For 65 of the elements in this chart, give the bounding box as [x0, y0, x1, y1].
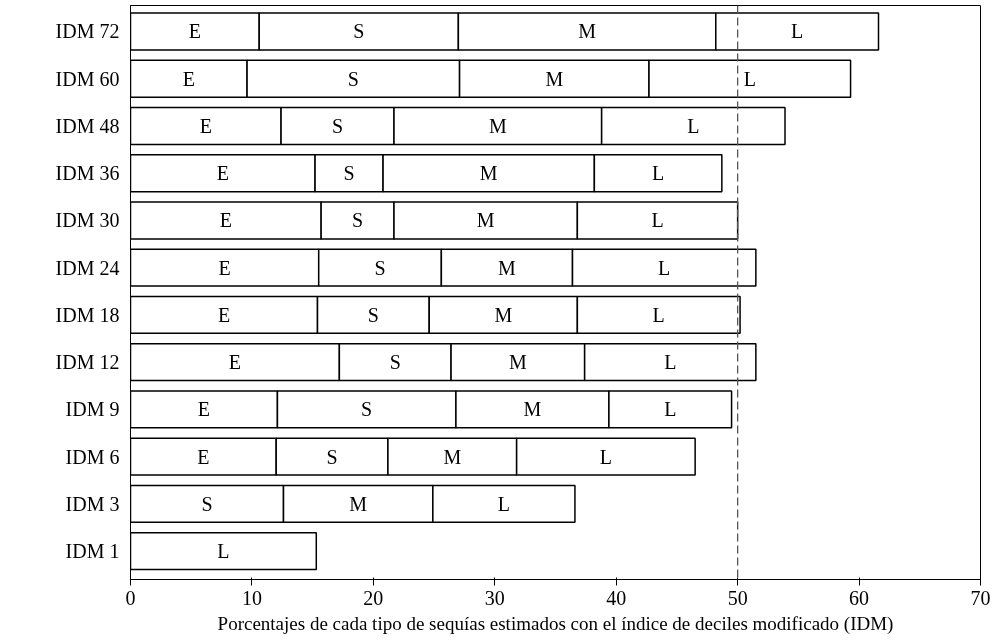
text: S — [352, 209, 364, 232]
y-tick-label: IDM 60 — [55, 67, 120, 90]
x-tick-label: 30 — [484, 586, 505, 609]
y-tick-label: IDM 30 — [55, 209, 120, 232]
text: S — [343, 162, 355, 185]
text: L — [743, 67, 756, 90]
x-tick-label: 70 — [970, 586, 991, 609]
x-tick-label: 60 — [849, 586, 870, 609]
text: L — [664, 351, 677, 374]
text: M — [488, 114, 507, 137]
text: S — [367, 303, 379, 326]
y-tick-label: IDM 3 — [65, 492, 120, 515]
x-tick-label: 10 — [241, 586, 262, 609]
text: M — [479, 162, 498, 185]
y-tick-label: IDM 1 — [65, 540, 120, 563]
text: E — [217, 303, 231, 326]
text: M — [476, 209, 495, 232]
series-label: E — [197, 445, 210, 468]
y-tick-label: IDM 6 — [65, 445, 120, 468]
text: M — [578, 20, 596, 43]
text: M — [523, 398, 542, 421]
text: E — [188, 20, 201, 43]
text: L — [664, 398, 677, 421]
text: S — [389, 351, 401, 374]
text: E — [228, 351, 242, 374]
y-tick-label: IDM 9 — [65, 398, 120, 421]
text: M — [498, 256, 516, 279]
x-tick-label: 40 — [606, 586, 627, 609]
text: L — [652, 162, 665, 185]
x-tick-label: 50 — [727, 586, 748, 609]
y-tick-label: IDM 48 — [55, 114, 120, 137]
text: E — [197, 398, 211, 421]
text: E — [218, 256, 231, 279]
series-label: S — [326, 445, 338, 468]
text: L — [217, 540, 230, 563]
text: E — [182, 67, 195, 90]
text: S — [353, 20, 365, 43]
x-axis-title: Porcentajes de cada tipo de sequías estimados con el índice de deciles modificado (IDM) — [217, 612, 894, 635]
text: M — [545, 67, 564, 90]
y-tick-label: IDM 72 — [55, 20, 120, 43]
y-tick-label: IDM 18 — [55, 303, 120, 326]
text: L — [651, 209, 664, 232]
text: M — [494, 303, 513, 326]
text: M — [508, 351, 527, 374]
text: E — [216, 162, 229, 185]
text: S — [347, 67, 359, 90]
text: S — [361, 398, 373, 421]
text: L — [658, 256, 671, 279]
series-label: L — [599, 445, 612, 468]
text: S — [201, 492, 213, 515]
y-tick-label: IDM 24 — [55, 256, 120, 279]
x-tick-label: 20 — [363, 586, 384, 609]
text: M — [349, 492, 368, 515]
y-tick-label: IDM 36 — [55, 162, 120, 185]
text: S — [374, 256, 386, 279]
text: S — [331, 114, 344, 137]
text: L — [687, 114, 700, 137]
y-tick-label: IDM 12 — [55, 351, 120, 374]
text: E — [199, 114, 212, 137]
text: L — [791, 20, 804, 43]
series-label: M — [443, 445, 462, 468]
text: L — [497, 492, 510, 515]
text: L — [652, 303, 665, 326]
text: E — [219, 209, 232, 232]
x-tick-label: 0 — [125, 586, 136, 609]
